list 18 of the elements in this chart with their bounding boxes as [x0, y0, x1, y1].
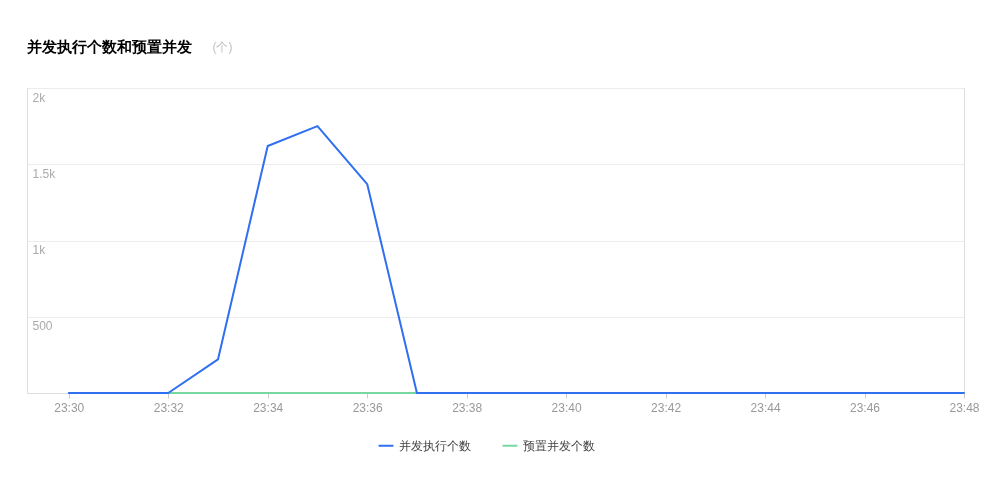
x-tick-label: 23:32	[153, 400, 185, 415]
x-tick-label: 23:34	[253, 400, 284, 415]
legend-label: 预置并发个数	[522, 438, 595, 453]
x-tick-label: 23:40	[551, 400, 582, 415]
y-axis-title: (个)	[212, 39, 233, 54]
x-tick-label: 23:44	[750, 400, 781, 415]
chart-title: 并发执行个数和预置并发	[26, 38, 192, 55]
y-tick-label: 500	[32, 319, 53, 334]
y-tick-label: 2k	[32, 90, 47, 105]
y-tick-label: 1k	[32, 243, 47, 257]
y-tick-label: 1.5k	[32, 166, 57, 181]
legend-label: 并发执行个数	[398, 438, 471, 453]
x-tick-label: 23:38	[452, 400, 483, 415]
x-tick-label: 23:42	[651, 400, 682, 415]
x-tick-label: 23:48	[949, 400, 980, 415]
x-tick-label: 23:46	[850, 400, 881, 415]
x-tick-label: 23:36	[352, 400, 384, 415]
x-tick-label: 23:30	[54, 400, 85, 415]
